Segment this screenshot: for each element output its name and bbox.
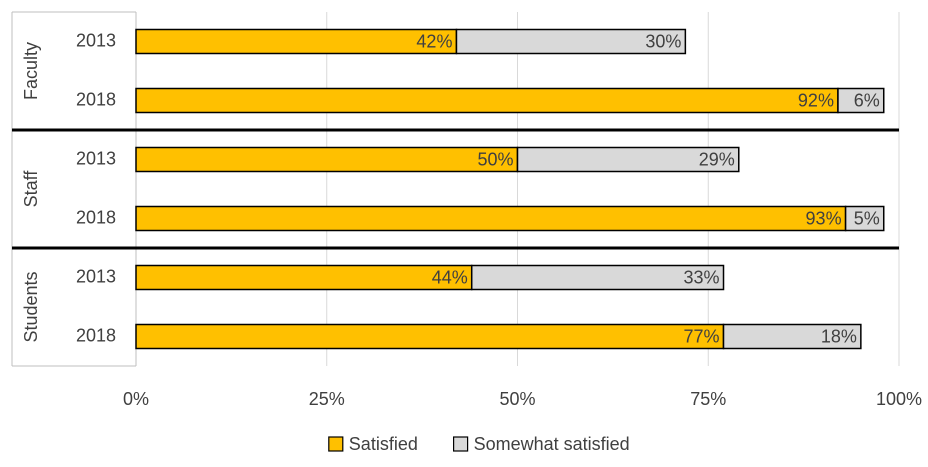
data-label-somewhat-satisfied-staff-2018: 5%: [854, 208, 880, 228]
data-label-somewhat-satisfied-staff-2013: 29%: [699, 149, 735, 169]
x-tick-label: 25%: [309, 389, 345, 409]
bar-satisfied-students-2018[interactable]: [135, 323, 725, 350]
bar-somewhat-satisfied-staff-2018[interactable]: [844, 205, 885, 232]
bar-satisfied-faculty-2018[interactable]: [135, 87, 839, 114]
category-label-staff-2013: 2013: [76, 148, 116, 168]
data-label-satisfied-faculty-2018: 92%: [798, 90, 834, 110]
x-tick-label: 50%: [499, 389, 535, 409]
x-tick-label: 100%: [876, 389, 922, 409]
data-label-satisfied-staff-2018: 93%: [806, 208, 842, 228]
data-label-satisfied-staff-2013: 50%: [477, 149, 513, 169]
group-label-students: Students: [21, 271, 41, 342]
legend-label-somewhat-satisfied: Somewhat satisfied: [474, 434, 630, 454]
category-label-students-2013: 2013: [76, 266, 116, 286]
x-tick-label: 75%: [690, 389, 726, 409]
x-tick-label: 0%: [123, 389, 149, 409]
legend-swatch-somewhat-satisfied: [453, 436, 469, 452]
bar-satisfied-staff-2018[interactable]: [135, 205, 847, 232]
data-label-somewhat-satisfied-faculty-2013: 30%: [645, 31, 681, 51]
bar-somewhat-satisfied-students-2013[interactable]: [470, 264, 725, 291]
data-label-satisfied-students-2013: 44%: [432, 267, 468, 287]
group-label-staff: Staff: [21, 170, 41, 208]
category-label-faculty-2018: 2018: [76, 89, 116, 109]
bar-satisfied-faculty-2013[interactable]: [135, 28, 458, 55]
bar-somewhat-satisfied-faculty-2018[interactable]: [837, 87, 885, 114]
legend-label-satisfied: Satisfied: [349, 434, 418, 454]
legend-swatch-satisfied: [328, 436, 344, 452]
bar-somewhat-satisfied-faculty-2013[interactable]: [455, 28, 687, 55]
bar-satisfied-students-2013[interactable]: [135, 264, 473, 291]
category-label-staff-2018: 2018: [76, 207, 116, 227]
data-label-satisfied-students-2018: 77%: [683, 326, 719, 346]
category-label-students-2018: 2018: [76, 325, 116, 345]
bar-somewhat-satisfied-staff-2013[interactable]: [516, 146, 740, 173]
category-label-faculty-2013: 2013: [76, 30, 116, 50]
bar-satisfied-staff-2013[interactable]: [135, 146, 519, 173]
data-label-somewhat-satisfied-students-2018: 18%: [821, 326, 857, 346]
data-label-somewhat-satisfied-faculty-2018: 6%: [854, 90, 880, 110]
bar-somewhat-satisfied-students-2018[interactable]: [722, 323, 862, 350]
data-label-somewhat-satisfied-students-2013: 33%: [683, 267, 719, 287]
group-label-faculty: Faculty: [21, 42, 41, 100]
data-label-satisfied-faculty-2013: 42%: [416, 31, 452, 51]
